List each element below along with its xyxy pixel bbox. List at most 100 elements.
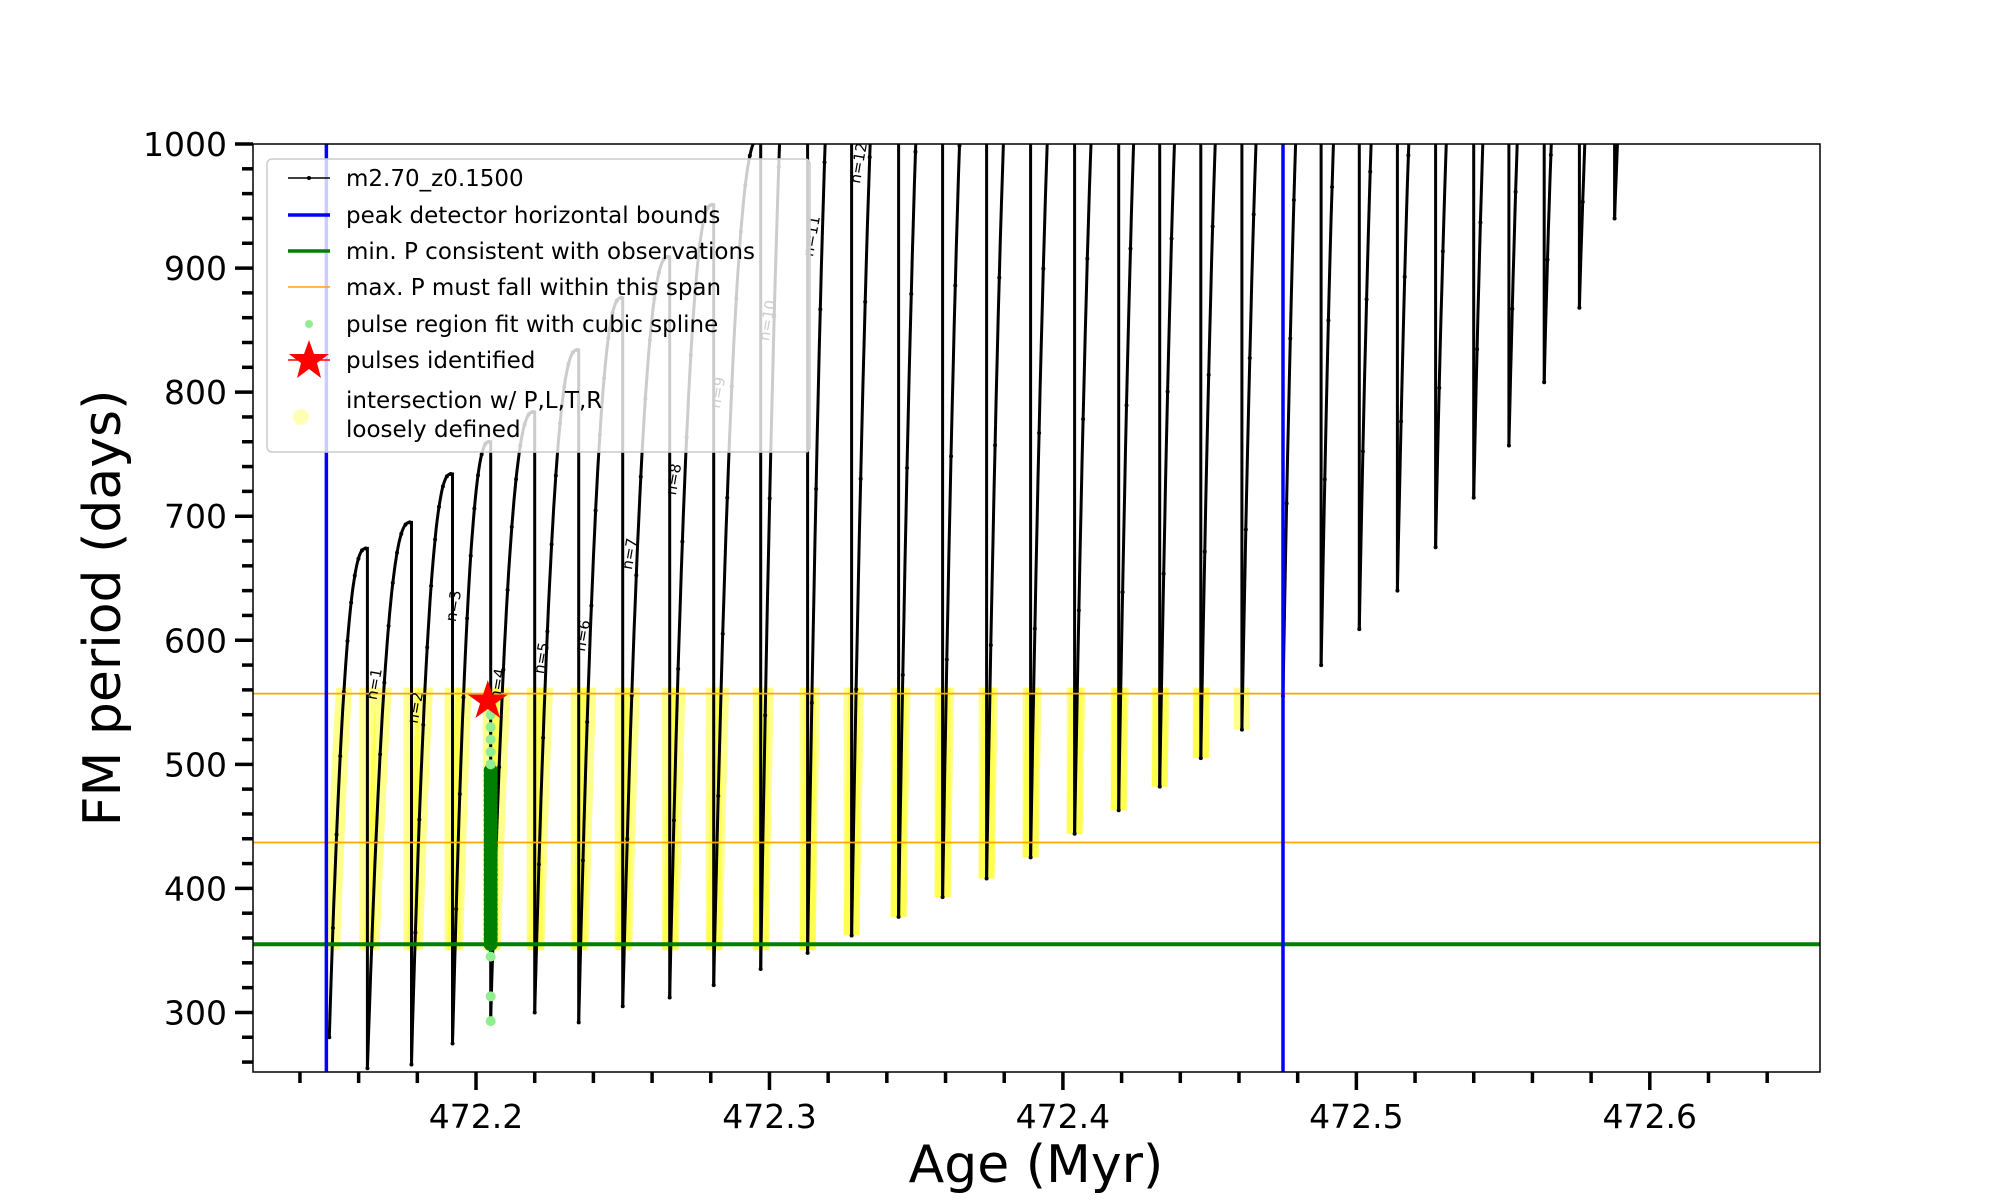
model-track-point xyxy=(382,680,387,685)
model-track-point xyxy=(944,657,949,662)
legend-label: min. P consistent with observations xyxy=(346,239,755,265)
model-track-point xyxy=(1296,85,1300,89)
model-track-point xyxy=(781,47,785,51)
model-track-point xyxy=(822,160,827,165)
model-track-point xyxy=(629,693,634,698)
legend-label-line1: intersection w/ P,L,T,R xyxy=(346,388,602,414)
spline-fit-point-light xyxy=(485,759,496,770)
model-track-point xyxy=(1072,831,1077,836)
model-track-point xyxy=(1513,189,1518,194)
model-track-point xyxy=(638,474,643,479)
model-track-point xyxy=(1517,92,1521,96)
model-track-point xyxy=(553,473,558,478)
star-layer xyxy=(467,680,508,718)
y-axis: 300 400 500 600 700 800 900 1000 xyxy=(143,125,253,1064)
model-track-point xyxy=(1165,389,1170,394)
model-track-pulse-12 xyxy=(806,144,854,953)
model-track-pulse-11 xyxy=(759,144,810,970)
model-track-point xyxy=(949,454,954,459)
model-track-pulse-29 xyxy=(1507,144,1546,446)
model-track-point xyxy=(988,643,993,648)
model-track-point xyxy=(1198,756,1203,761)
model-track-point xyxy=(1177,12,1181,16)
model-track-point xyxy=(747,153,752,158)
model-track-point xyxy=(767,496,772,501)
model-track-point xyxy=(849,933,854,938)
pulse-number-label: n=8 xyxy=(662,462,685,496)
model-track-point xyxy=(363,546,368,551)
model-track-point xyxy=(1440,249,1445,254)
model-track-point xyxy=(725,495,730,500)
model-track-point xyxy=(1157,784,1162,789)
model-track-point xyxy=(993,443,998,448)
legend-item-spline: pulse region fit with cubic spline xyxy=(305,312,718,338)
legend: m2.70_z0.1500 peak detector horizontal b… xyxy=(266,158,811,453)
legend-dot-marker xyxy=(293,409,309,425)
model-track-point xyxy=(440,484,445,489)
model-track-point xyxy=(1357,627,1362,632)
model-track-point xyxy=(501,667,506,672)
model-track-point xyxy=(752,139,756,143)
model-track-pulse-17 xyxy=(1029,144,1077,858)
model-track-pulse-18 xyxy=(1073,144,1121,834)
pulse-number-label: n=6 xyxy=(571,618,594,652)
model-track-point xyxy=(763,713,768,718)
y-tick-label: 300 xyxy=(164,993,227,1032)
model-track-point xyxy=(625,836,630,841)
model-track-point xyxy=(854,687,859,692)
model-track-point xyxy=(1395,588,1400,593)
model-track-point xyxy=(1041,266,1046,271)
model-track-point xyxy=(1291,198,1296,203)
model-track-point xyxy=(386,623,391,628)
model-track-point xyxy=(716,793,721,798)
model-track-point xyxy=(962,33,966,37)
reference-lines-layer xyxy=(253,144,1820,1072)
model-track-point xyxy=(1545,257,1550,262)
legend-item-min-p: min. P consistent with observations xyxy=(288,239,755,265)
model-track-point xyxy=(957,144,962,148)
model-track-point xyxy=(1215,103,1219,107)
model-track-point xyxy=(1448,41,1452,45)
model-track-point xyxy=(476,473,481,478)
model-track-pulse-20 xyxy=(1158,144,1203,787)
model-track-pulse-13 xyxy=(850,144,901,936)
model-track-point xyxy=(1506,443,1511,448)
model-track-point xyxy=(532,1010,537,1015)
model-track-point xyxy=(472,506,477,511)
y-tick-label: 900 xyxy=(164,249,227,288)
model-track-point xyxy=(1006,30,1010,34)
model-track-point xyxy=(1218,7,1222,11)
model-track-point xyxy=(1437,385,1442,390)
model-track-point xyxy=(1520,11,1524,15)
model-track-point xyxy=(814,486,819,491)
model-track-point xyxy=(940,895,945,900)
model-track-point xyxy=(1584,109,1588,113)
model-track-point xyxy=(450,1041,455,1046)
legend-item-model: m2.70_z0.1500 xyxy=(288,166,524,192)
legend-dot-marker xyxy=(305,320,313,328)
y-tick-label: 700 xyxy=(164,497,227,536)
model-track-point xyxy=(667,995,672,1000)
model-track-point xyxy=(863,299,868,304)
plot-frame xyxy=(252,143,1821,1073)
model-track-point xyxy=(1471,495,1476,500)
model-track-point xyxy=(1116,808,1121,813)
spline-fit-point-light xyxy=(485,734,496,745)
legend-item-intersection: intersection w/ P,L,T,R loosely defined xyxy=(293,388,602,443)
x-tick-label: 472.5 xyxy=(1309,1097,1403,1136)
y-axis-label: FM period (days) xyxy=(73,390,133,827)
spline-fit-point-light xyxy=(485,951,496,962)
model-track-point xyxy=(479,452,484,457)
model-track-point xyxy=(1210,224,1215,229)
x-tick-label: 472.3 xyxy=(722,1097,816,1136)
model-track-point xyxy=(593,508,598,513)
model-track-point xyxy=(818,307,823,312)
model-track-point xyxy=(676,666,681,671)
model-track-point xyxy=(900,672,905,677)
model-track-point xyxy=(417,817,422,822)
model-track-point xyxy=(1612,216,1617,221)
model-track-point xyxy=(338,754,343,759)
model-track-point xyxy=(352,573,357,578)
y-tick-label: 800 xyxy=(164,373,227,412)
model-track-point xyxy=(1587,33,1591,37)
